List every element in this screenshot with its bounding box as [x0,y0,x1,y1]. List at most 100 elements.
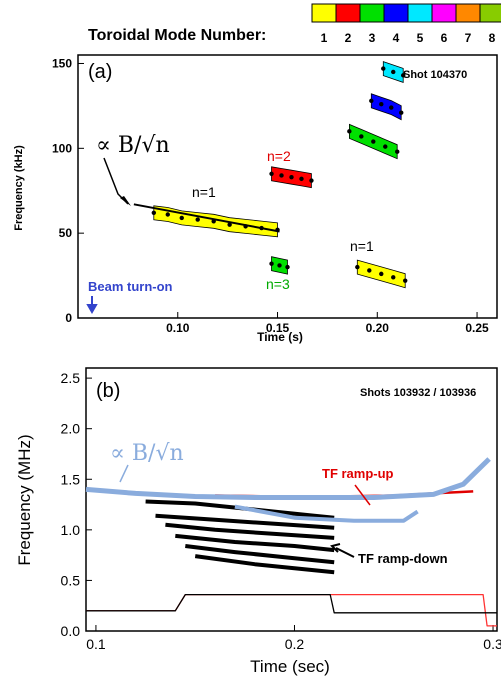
annotation-ramp-up: TF ramp-up [322,466,394,481]
a-point-n1 [195,217,200,222]
a-xtick-label: 0.25 [465,321,489,335]
a-point-n3 [383,144,388,149]
scaling-arrowhead-a [120,196,131,206]
legend-swatch-6 [431,3,457,23]
a-point-n2 [269,171,274,176]
panel-b-shot: Shots 103932 / 103936 [360,387,476,399]
legend-number-1: 1 [321,31,328,45]
legend-number-7: 7 [465,31,472,45]
a-point-n3 [395,149,400,154]
b-ramp-down-band [185,544,335,565]
legend-swatch-5 [407,3,433,23]
b-ytick-label: 1.5 [61,471,81,487]
a-point-n4 [369,98,374,104]
a-point-n1 [391,275,396,280]
a-series-band-n4 [370,93,402,121]
b-ytick-label: 2.5 [61,370,81,386]
b-tf-ramp-down-trace [86,593,497,614]
legend-number-4: 4 [393,31,400,45]
legend-number-3: 3 [369,31,376,45]
a-point-n3 [371,139,376,144]
panel-a-shot: Shot 104370 [403,69,467,81]
panel-a-label: (a) [88,61,112,83]
b-xtick-label: 0.3 [483,636,501,652]
legend-swatch-8 [479,3,501,23]
a-point-n1 [355,264,360,270]
a-ytick-label: 100 [52,141,72,155]
a-ytick-label: 50 [59,226,73,240]
a-point-n5 [391,69,396,75]
annotation-n2: n=2 [267,148,291,164]
a-point-n2 [299,176,304,182]
a-point-n1 [367,268,372,273]
panel-a-xlabel: Time (s) [257,330,303,344]
legend-number-2: 2 [345,31,352,45]
b-ytick-label: 0.5 [61,572,81,588]
a-point-n2 [309,178,314,183]
annotation-ramp-down: TF ramp-down [358,551,448,566]
a-ytick-label: 150 [52,56,72,70]
legend-number-6: 6 [441,31,448,45]
b-scaling-curve-upper [85,457,491,500]
a-point-n3 [277,263,282,268]
a-point-n4 [399,110,404,115]
a-xtick-label: 0.15 [266,321,290,335]
annotation-n1-upper: n=1 [192,184,216,200]
b-scaling-curve-lower [234,504,419,523]
scaling-arrow-b [119,464,129,483]
ramp-down-arrow [330,543,355,558]
a-point-n1 [227,222,232,227]
b-ytick-label: 1.0 [61,522,81,538]
a-point-n3 [347,129,352,134]
panel-a-ylabel: Frequency (kHz) [13,145,25,231]
a-point-n5 [401,73,406,78]
panel-b: (b) Shots 103932 / 103936 Frequency (MHz… [15,367,501,676]
panel-b-ylabel: Frequency (MHz) [15,434,34,565]
a-point-n4 [379,102,384,107]
ramp-up-arrow [354,484,371,506]
b-ytick-label: 2.0 [61,421,81,437]
b-ramp-down-band [165,522,335,540]
a-fit-line [133,203,280,233]
panel-b-xlabel: Time (sec) [250,657,330,676]
b-ramp-down-band [175,533,335,553]
panel-b-label: (b) [96,380,120,402]
a-point-n2 [279,173,284,178]
a-point-n3 [269,261,274,266]
panel-a-frame [77,54,498,319]
b-ramp-down-band [194,554,335,575]
a-point-n3 [285,264,290,270]
a-point-n1 [165,212,170,217]
a-xtick-label: 0.20 [366,321,390,335]
legend-swatch-1 [311,3,337,23]
beam-arrow [86,296,98,315]
annotation-n3: n=3 [266,276,290,292]
a-point-n1 [403,278,408,283]
legend-swatches: 1 2 3 4 5 6 7 8 [311,3,501,45]
b-ramp-down-band [155,513,335,530]
legend-swatch-7 [455,3,481,23]
a-point-n2 [289,174,294,180]
b-xtick-label: 0.1 [86,636,106,652]
a-point-n1 [179,215,184,221]
panel-a: (a) Shot 104370 Frequency (kHz) Time (s)… [13,54,498,344]
legend-swatch-3 [359,3,385,23]
b-xtick-label: 0.2 [285,636,305,652]
annotation-n1-lower: n=1 [350,238,374,254]
legend-number-8: 8 [489,31,496,45]
panel-b-frame [85,367,498,632]
a-point-n1 [151,210,157,215]
a-xtick-label: 0.10 [166,321,190,335]
a-point-n3 [359,134,364,139]
legend-swatch-2 [335,3,361,23]
a-point-n1 [379,271,384,277]
legend-swatch-4 [383,3,409,23]
annotation-scaling-a: ∝ B/√n [96,133,170,158]
a-ytick-label: 0 [65,311,72,325]
a-point-n4 [389,105,394,110]
b-ytick-label: 0.0 [61,623,81,639]
annotation-scaling-b: ∝ B/√n [110,441,184,466]
annotation-beam: Beam turn-on [88,279,173,294]
legend-title: Toroidal Mode Number: [88,27,266,44]
